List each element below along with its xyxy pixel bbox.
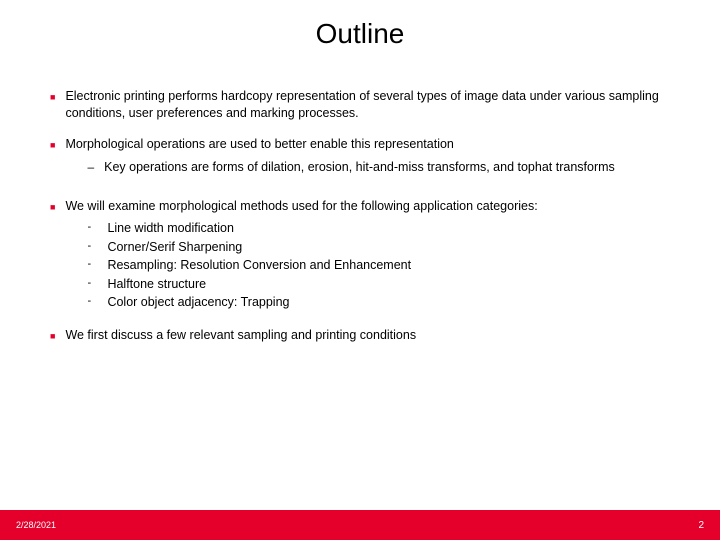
sub-item: – Key operations are forms of dilation, …	[87, 159, 670, 176]
dash-text: Halftone structure	[107, 276, 206, 294]
bullet-text: Morphological operations are used to bet…	[65, 137, 453, 151]
sub-text: Key operations are forms of dilation, er…	[104, 159, 615, 176]
slide-footer: 2/28/2021 2	[0, 510, 720, 540]
bullet-text: We will examine morphological methods us…	[65, 199, 537, 213]
dash-list: - Line width modification - Corner/Serif…	[87, 220, 670, 312]
dash-text: Line width modification	[107, 220, 233, 238]
footer-date: 2/28/2021	[16, 520, 56, 530]
bullet-text-wrapper: We will examine morphological methods us…	[65, 198, 670, 313]
square-bullet-icon: ■	[50, 330, 55, 344]
dash-icon: -	[87, 220, 95, 238]
square-bullet-icon: ■	[50, 139, 55, 184]
bullet-item: ■ Morphological operations are used to b…	[50, 136, 670, 184]
dash-bullet-icon: –	[87, 159, 94, 176]
bullet-item: ■ We first discuss a few relevant sampli…	[50, 327, 670, 344]
bullet-item: ■ We will examine morphological methods …	[50, 198, 670, 313]
dash-icon: -	[87, 239, 95, 257]
dash-icon: -	[87, 257, 95, 275]
dash-item: - Color object adjacency: Trapping	[87, 294, 670, 312]
dash-item: - Resampling: Resolution Conversion and …	[87, 257, 670, 275]
footer-page-number: 2	[698, 520, 704, 531]
dash-text: Color object adjacency: Trapping	[107, 294, 289, 312]
dash-text: Corner/Serif Sharpening	[107, 239, 242, 257]
square-bullet-icon: ■	[50, 201, 55, 313]
bullet-item: ■ Electronic printing performs hardcopy …	[50, 88, 670, 122]
dash-item: - Line width modification	[87, 220, 670, 238]
dash-item: - Halftone structure	[87, 276, 670, 294]
bullet-text: We first discuss a few relevant sampling…	[65, 327, 670, 344]
slide-content: ■ Electronic printing performs hardcopy …	[0, 60, 720, 344]
dash-text: Resampling: Resolution Conversion and En…	[107, 257, 411, 275]
dash-item: - Corner/Serif Sharpening	[87, 239, 670, 257]
dash-icon: -	[87, 294, 95, 312]
square-bullet-icon: ■	[50, 91, 55, 122]
dash-icon: -	[87, 276, 95, 294]
bullet-text: Electronic printing performs hardcopy re…	[65, 88, 670, 122]
slide-title: Outline	[0, 0, 720, 60]
bullet-text-wrapper: Morphological operations are used to bet…	[65, 136, 670, 184]
